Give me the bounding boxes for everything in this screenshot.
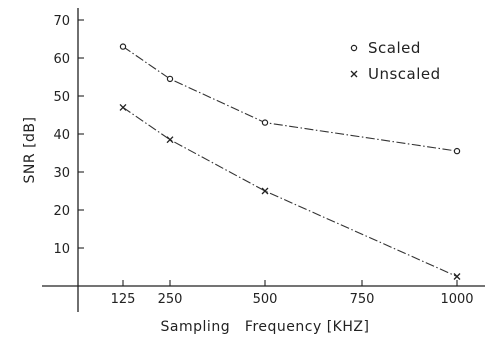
y-axis-label: SNR [dB]	[22, 117, 38, 184]
y-ticks: 10 20 30 40 50 60 70	[53, 14, 84, 257]
legend-label-unscaled: Unscaled	[368, 65, 441, 83]
data-point-scaled	[119, 43, 127, 50]
legend-label-scaled: Scaled	[368, 39, 421, 57]
x-axis-label: Sampling Frequency [KHZ]	[161, 319, 370, 335]
x-tick-label: 125	[111, 292, 136, 307]
data-point-scaled	[166, 75, 174, 83]
data-point-unscaled	[166, 136, 174, 144]
series-unscaled	[119, 103, 461, 280]
y-tick-label: 60	[53, 52, 70, 67]
legend-marker-unscaled	[350, 70, 358, 78]
legend-item-unscaled: Unscaled	[350, 65, 441, 83]
x-tick-label: 250	[158, 292, 183, 307]
x-ticks: 125 250 500 750 1000	[111, 280, 474, 307]
legend: Scaled Unscaled	[350, 39, 441, 83]
y-tick-label: 50	[53, 90, 70, 105]
y-tick-label: 10	[53, 242, 70, 257]
data-point-scaled	[453, 147, 461, 155]
x-tick-label: 750	[350, 292, 375, 307]
series-line-scaled	[122, 46, 458, 152]
legend-marker-scaled	[350, 44, 358, 52]
data-point-unscaled	[453, 273, 461, 280]
series-line-unscaled	[122, 106, 458, 278]
x-tick-label: 1000	[440, 292, 473, 307]
series-layer	[119, 43, 461, 280]
legend-item-scaled: Scaled	[350, 39, 421, 57]
axes	[42, 8, 485, 312]
x-tick-label: 500	[253, 292, 278, 307]
data-point-scaled	[261, 119, 269, 126]
data-point-unscaled	[261, 187, 269, 195]
y-tick-label: 40	[53, 128, 70, 143]
data-point-unscaled	[119, 103, 127, 111]
series-scaled	[119, 43, 461, 155]
y-tick-label: 20	[53, 204, 70, 219]
y-tick-label: 30	[53, 166, 70, 181]
y-tick-label: 70	[53, 14, 70, 29]
